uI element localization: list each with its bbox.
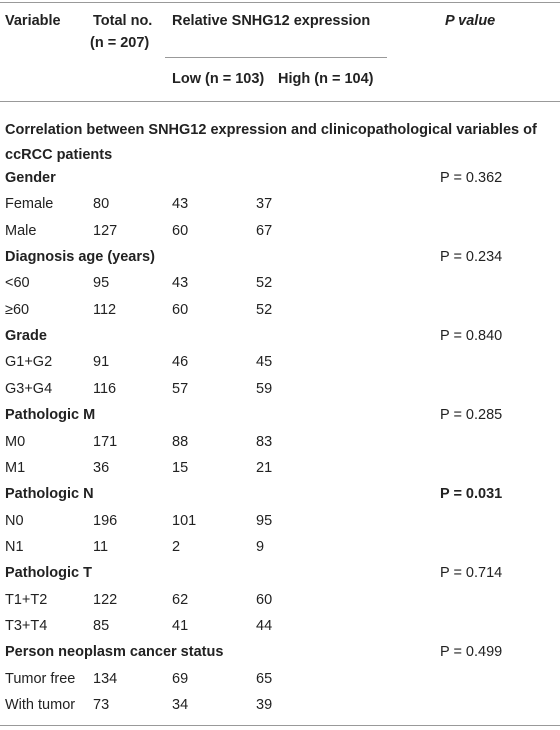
group-name: Grade	[5, 328, 47, 345]
sub-rule	[165, 57, 387, 58]
cell-value: 62	[172, 591, 189, 608]
group-name: Pathologic M	[5, 407, 96, 424]
cell-value: 134	[93, 670, 118, 687]
cell-value: 69	[172, 670, 189, 687]
group-name: Gender	[5, 170, 56, 186]
cell-value: 60	[172, 222, 189, 239]
group-name: Pathologic N	[5, 486, 94, 503]
group-name: Person neoplasm cancer status	[5, 644, 224, 661]
row-label: <60	[5, 275, 30, 292]
cell-value: 80	[93, 196, 110, 213]
cell-value: 88	[172, 433, 189, 450]
header-p: P value	[445, 13, 496, 29]
cell-value: 59	[256, 380, 273, 397]
p-value: P = 0.840	[440, 328, 503, 345]
cell-value: 52	[256, 301, 273, 318]
p-value: P = 0.499	[440, 644, 503, 661]
header-low: Low (n = 103)	[172, 71, 265, 87]
row-label: T3+T4	[5, 617, 48, 634]
cell-value: 37	[256, 196, 273, 213]
group-name: Diagnosis age (years)	[5, 249, 155, 266]
header-relative: Relative SNHG12 expression	[172, 13, 371, 29]
row-label: M0	[5, 433, 26, 450]
cell-value: 60	[172, 301, 189, 318]
cell-value: 41	[172, 617, 189, 634]
cell-value: 95	[93, 275, 110, 292]
caption: Correlation between SNHG12 expression an…	[5, 122, 537, 163]
row-label: With tumor	[5, 697, 76, 713]
p-value: P = 0.362	[440, 170, 503, 186]
cell-value: 112	[93, 301, 117, 318]
header-total: Total no.	[93, 13, 153, 29]
row-label: N0	[5, 512, 24, 529]
cell-value: 9	[256, 538, 265, 555]
cell-value: 57	[172, 380, 189, 397]
cell-value: 91	[93, 354, 110, 371]
group-name: Pathologic T	[5, 565, 92, 582]
row-label: Male	[5, 222, 37, 239]
row-label: T1+T2	[5, 591, 48, 608]
row-label: M1	[5, 459, 26, 476]
cell-value: 122	[93, 591, 118, 608]
cell-value: 39	[256, 697, 273, 713]
cell-value: 101	[172, 512, 197, 529]
bottom-rule	[0, 725, 560, 726]
header-high: High (n = 104)	[278, 71, 374, 87]
p-value: P = 0.031	[440, 486, 503, 503]
cell-value: 43	[172, 275, 189, 292]
cell-value: 116	[93, 380, 117, 397]
header-rule	[0, 101, 560, 102]
cell-value: 196	[93, 512, 118, 529]
cell-value: 43	[172, 196, 189, 213]
cell-value: 95	[256, 512, 273, 529]
cell-value: 85	[93, 617, 110, 634]
cell-value: 83	[256, 433, 273, 450]
cell-value: 46	[172, 354, 189, 371]
p-value: P = 0.285	[440, 407, 503, 424]
row-label: G3+G4	[5, 380, 53, 397]
cell-value: 65	[256, 670, 273, 687]
cell-value: 11	[93, 538, 109, 555]
cell-value: 171	[93, 433, 118, 450]
cell-value: 67	[256, 222, 273, 239]
row-label: Female	[5, 196, 54, 213]
cell-value: 73	[93, 697, 110, 713]
p-value: P = 0.234	[440, 249, 503, 266]
cell-value: 36	[93, 459, 110, 476]
row-label: Tumor free	[5, 670, 76, 687]
cell-value: 2	[172, 538, 181, 555]
top-rule	[0, 2, 560, 3]
cell-value: 44	[256, 617, 273, 634]
row-label: G1+G2	[5, 354, 53, 371]
p-value: P = 0.714	[440, 565, 503, 582]
cell-value: 60	[256, 591, 273, 608]
cell-value: 34	[172, 697, 189, 713]
cell-value: 127	[93, 222, 118, 239]
cell-value: 52	[256, 275, 273, 292]
row-label: ≥60	[5, 301, 30, 318]
cell-value: 15	[172, 459, 189, 476]
header-total-n: (n = 207)	[90, 35, 150, 51]
cell-value: 45	[256, 354, 273, 371]
row-label: N1	[5, 538, 24, 555]
header-variable: Variable	[5, 13, 61, 29]
cell-value: 21	[256, 459, 273, 476]
